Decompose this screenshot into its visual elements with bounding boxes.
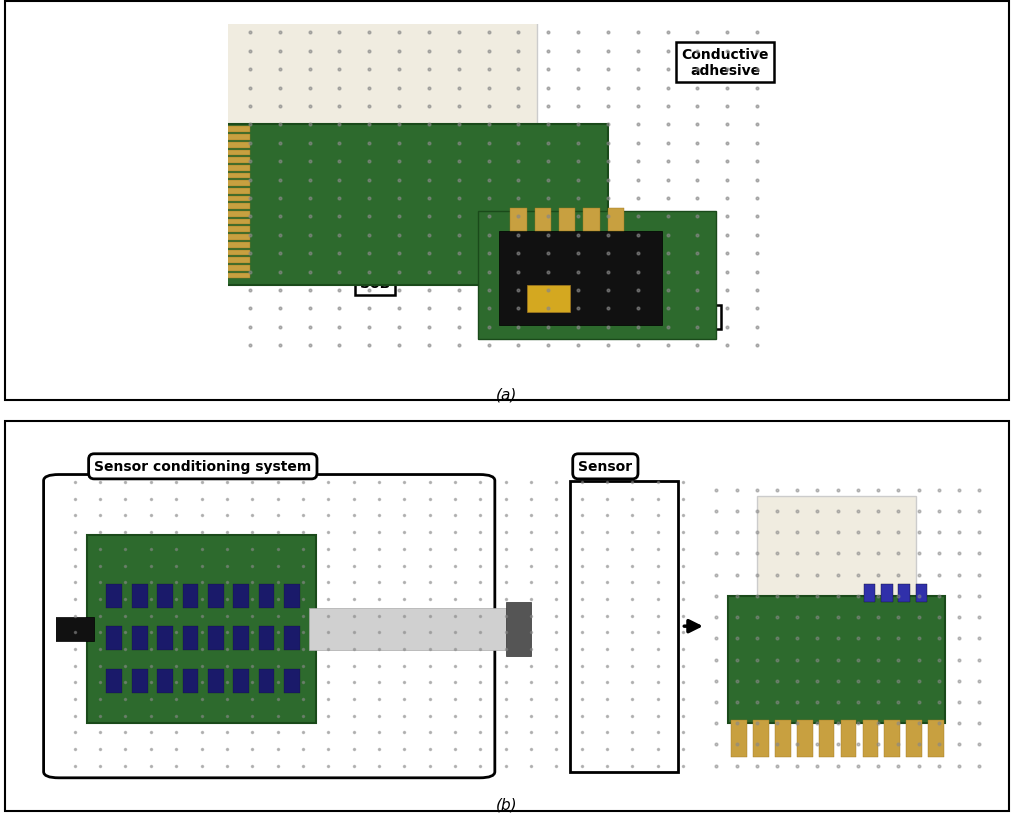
Bar xyxy=(570,481,678,772)
Text: Conductive
adhesive: Conductive adhesive xyxy=(660,48,769,174)
Text: Sensor conditioning system: Sensor conditioning system xyxy=(94,460,311,474)
Text: Sensor: Sensor xyxy=(651,256,717,324)
Text: SoB: SoB xyxy=(360,206,423,291)
Text: Sensor: Sensor xyxy=(578,460,633,474)
Text: (a): (a) xyxy=(496,387,518,402)
Text: (b): (b) xyxy=(496,797,518,812)
